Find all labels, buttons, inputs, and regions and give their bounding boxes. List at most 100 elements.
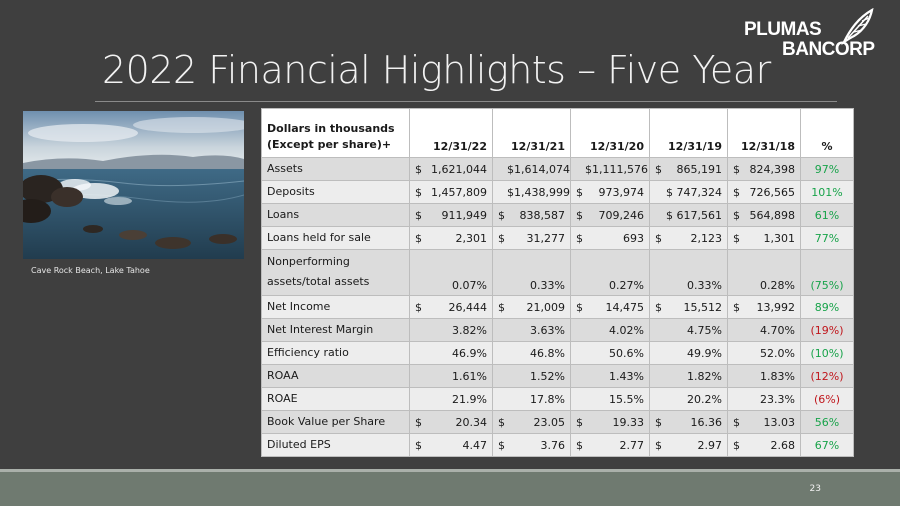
value-amount: 49.9% bbox=[687, 346, 722, 360]
currency-symbol: $ bbox=[498, 231, 505, 245]
value-amount: 15,512 bbox=[683, 300, 723, 314]
value-cell: 21.9% bbox=[409, 387, 493, 411]
currency-symbol: $ bbox=[415, 438, 422, 452]
pct-change-header: % bbox=[800, 108, 854, 158]
year-header: 12/31/21 bbox=[492, 108, 571, 158]
pct-change-cell: (19%) bbox=[800, 318, 854, 342]
value-amount: $ 747,324 bbox=[666, 185, 722, 199]
currency-symbol: $ bbox=[498, 415, 505, 429]
value-cell: 3.63% bbox=[492, 318, 571, 342]
currency-symbol: $ bbox=[576, 438, 583, 452]
value-amount: 19.33 bbox=[612, 415, 645, 429]
value-cell: $16.36 bbox=[649, 410, 728, 434]
value-amount: 21.9% bbox=[452, 392, 487, 406]
value-cell: $19.33 bbox=[570, 410, 650, 434]
year-header: 12/31/20 bbox=[570, 108, 650, 158]
currency-symbol: $ bbox=[576, 185, 583, 199]
value-amount: 1,621,044 bbox=[431, 162, 487, 176]
value-cell: 1.61% bbox=[409, 364, 493, 388]
currency-symbol: $ bbox=[655, 438, 662, 452]
value-cell: $2,301 bbox=[409, 226, 493, 250]
value-amount: 4.47 bbox=[462, 438, 488, 452]
value-cell: 4.75% bbox=[649, 318, 728, 342]
value-amount: 0.07% bbox=[452, 279, 487, 292]
table-row: Loans $911,949 $838,587 $709,246 $ 617,561 $5… bbox=[261, 203, 854, 227]
value-amount: 4.75% bbox=[687, 323, 722, 337]
value-amount: 0.27% bbox=[609, 279, 644, 292]
value-amount: 1,457,809 bbox=[431, 185, 487, 199]
value-amount: 20.34 bbox=[455, 415, 488, 429]
value-cell: 20.2% bbox=[649, 387, 728, 411]
value-cell: $23.05 bbox=[492, 410, 571, 434]
value-cell: 0.07% bbox=[409, 249, 493, 296]
value-cell: $1,614,074 bbox=[492, 157, 571, 181]
value-cell: $15,512 bbox=[649, 295, 728, 319]
table-row: Net Interest Margin 3.82% 3.63% 4.02% 4.75% 4… bbox=[261, 318, 854, 342]
table-row: Efficiency ratio 46.9% 46.8% 50.6% 49.9% 52.0… bbox=[261, 341, 854, 365]
value-amount: 3.82% bbox=[452, 323, 487, 337]
value-amount: 726,565 bbox=[749, 185, 796, 199]
pct-change-cell: 97% bbox=[800, 157, 854, 181]
currency-symbol: $ bbox=[733, 185, 740, 199]
value-amount: 1.52% bbox=[530, 369, 565, 383]
currency-symbol: $ bbox=[415, 300, 422, 314]
year-header: 12/31/18 bbox=[727, 108, 801, 158]
value-amount: 13.03 bbox=[763, 415, 796, 429]
value-amount: 20.2% bbox=[687, 392, 722, 406]
value-amount: 21,009 bbox=[526, 300, 566, 314]
value-cell: $ 747,324 bbox=[649, 180, 728, 204]
value-amount: 15.5% bbox=[609, 392, 644, 406]
row-label: ROAA bbox=[261, 364, 410, 388]
currency-symbol: $ bbox=[733, 162, 740, 176]
value-cell: $1,457,809 bbox=[409, 180, 493, 204]
currency-symbol: $ bbox=[733, 208, 740, 222]
pct-change-cell: 67% bbox=[800, 433, 854, 457]
pct-change-cell: (10%) bbox=[800, 341, 854, 365]
currency-symbol: $ bbox=[415, 185, 422, 199]
value-amount: 2.97 bbox=[697, 438, 723, 452]
value-amount: 46.8% bbox=[530, 346, 565, 360]
plumas-bancorp-logo: PLUMAS BANCORP bbox=[744, 8, 894, 60]
currency-symbol: $ bbox=[655, 415, 662, 429]
value-cell: $709,246 bbox=[570, 203, 650, 227]
value-cell: 46.8% bbox=[492, 341, 571, 365]
value-cell: $31,277 bbox=[492, 226, 571, 250]
pct-change-cell: 77% bbox=[800, 226, 854, 250]
row-label: Diluted EPS bbox=[261, 433, 410, 457]
value-amount: $1,111,576 bbox=[585, 162, 648, 176]
currency-symbol: $ bbox=[576, 415, 583, 429]
value-cell: $2.68 bbox=[727, 433, 801, 457]
value-amount: 0.28% bbox=[760, 279, 795, 292]
currency-symbol: $ bbox=[655, 162, 662, 176]
value-cell: $14,475 bbox=[570, 295, 650, 319]
currency-symbol: $ bbox=[576, 300, 583, 314]
value-amount: 13,992 bbox=[756, 300, 796, 314]
table-row: ROAA 1.61% 1.52% 1.43% 1.82% 1.83% (12%) bbox=[261, 364, 854, 388]
currency-symbol: $ bbox=[655, 231, 662, 245]
value-amount: 23.3% bbox=[760, 392, 795, 406]
row-label-line2: assets/total assets bbox=[267, 275, 370, 288]
table-row: Loans held for sale $2,301 $31,277 $693 $2,1… bbox=[261, 226, 854, 250]
row-label: Nonperforming assets/total assets bbox=[261, 249, 410, 296]
value-cell: 0.27% bbox=[570, 249, 650, 296]
pct-change-cell: (6%) bbox=[800, 387, 854, 411]
value-amount: $1,438,999 bbox=[507, 185, 570, 199]
value-amount: 693 bbox=[623, 231, 644, 245]
value-cell: $1,111,576 bbox=[570, 157, 650, 181]
page-number: 23 bbox=[809, 484, 821, 494]
value-cell: $21,009 bbox=[492, 295, 571, 319]
currency-symbol: $ bbox=[655, 300, 662, 314]
value-cell: $26,444 bbox=[409, 295, 493, 319]
value-amount: 1.83% bbox=[760, 369, 795, 383]
currency-symbol: $ bbox=[576, 231, 583, 245]
value-amount: 4.02% bbox=[609, 323, 644, 337]
value-amount: 46.9% bbox=[452, 346, 487, 360]
value-amount: 2.68 bbox=[770, 438, 796, 452]
value-cell: 0.33% bbox=[649, 249, 728, 296]
value-amount: 973,974 bbox=[598, 185, 645, 199]
value-cell: 1.43% bbox=[570, 364, 650, 388]
pct-change-cell: 101% bbox=[800, 180, 854, 204]
row-label: Efficiency ratio bbox=[261, 341, 410, 365]
value-cell: 1.83% bbox=[727, 364, 801, 388]
table-header-row: Dollars in thousands (Except per share)+… bbox=[261, 108, 854, 158]
